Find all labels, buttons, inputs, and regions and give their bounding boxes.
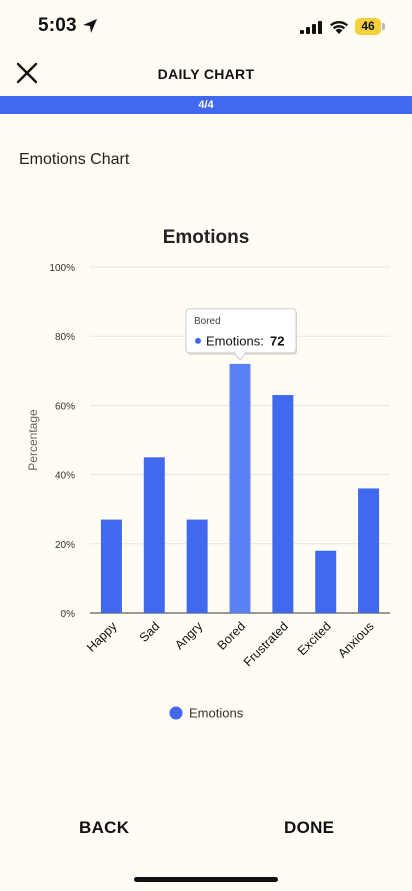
signal-icon: [300, 21, 322, 34]
progress-fill: [0, 96, 412, 114]
tooltip-dot: [195, 337, 201, 344]
y-axis-label: Percentage: [26, 409, 40, 471]
back-button[interactable]: BACK: [79, 818, 130, 837]
bar-happy: [100, 519, 122, 613]
emotions-chart: Emotions 0% 20% 40% 60% 80% 100% Percentage Happ…: [26, 227, 390, 721]
tooltip-value: 72: [270, 333, 284, 348]
close-button[interactable]: [14, 60, 40, 86]
bar-anxious: [358, 488, 380, 613]
x-tick-label: Excited: [295, 619, 334, 658]
y-tick-label: 20%: [55, 540, 75, 551]
y-tick-label: 60%: [55, 401, 75, 412]
x-tick-label: Frustrated: [241, 619, 291, 669]
bar-excited: [315, 550, 337, 613]
legend-marker: [169, 706, 183, 720]
bar-angry: [186, 519, 208, 613]
page-title: DAILY CHART: [157, 66, 255, 82]
bar-frustrated: [272, 395, 294, 613]
tooltip-pointer: [232, 351, 248, 361]
tooltip-category: Bored: [194, 316, 221, 327]
home-indicator: [134, 877, 278, 882]
legend-label: Emotions: [189, 706, 244, 721]
x-tick-label: Happy: [84, 619, 120, 655]
x-tick-label: Bored: [215, 619, 249, 653]
section-title: Emotions Chart: [19, 151, 130, 168]
wifi-icon: [330, 20, 348, 34]
bar-bored: [229, 363, 251, 613]
chart-title: Emotions: [163, 227, 250, 248]
status-time: 5:03: [38, 15, 77, 36]
tooltip-series-name: Emotions:: [206, 333, 264, 348]
y-tick-label: 0%: [61, 609, 76, 620]
done-button[interactable]: DONE: [284, 818, 335, 837]
status-bar: 5:03 46: [0, 0, 412, 54]
bar-sad: [143, 457, 165, 613]
progress-label: 4/4: [198, 99, 214, 111]
battery-nub: [382, 23, 385, 30]
y-tick-label: 40%: [55, 471, 75, 482]
x-tick-label: Sad: [137, 619, 163, 645]
battery-icon: 46: [355, 18, 381, 35]
close-icon: [16, 62, 38, 84]
location-arrow-icon: [83, 19, 97, 33]
y-tick-label: 100%: [49, 263, 75, 274]
progress-bar: 4/4: [0, 96, 412, 114]
y-tick-label: 80%: [55, 332, 75, 343]
x-tick-label: Angry: [172, 619, 206, 653]
x-tick-label: Anxious: [335, 619, 376, 660]
